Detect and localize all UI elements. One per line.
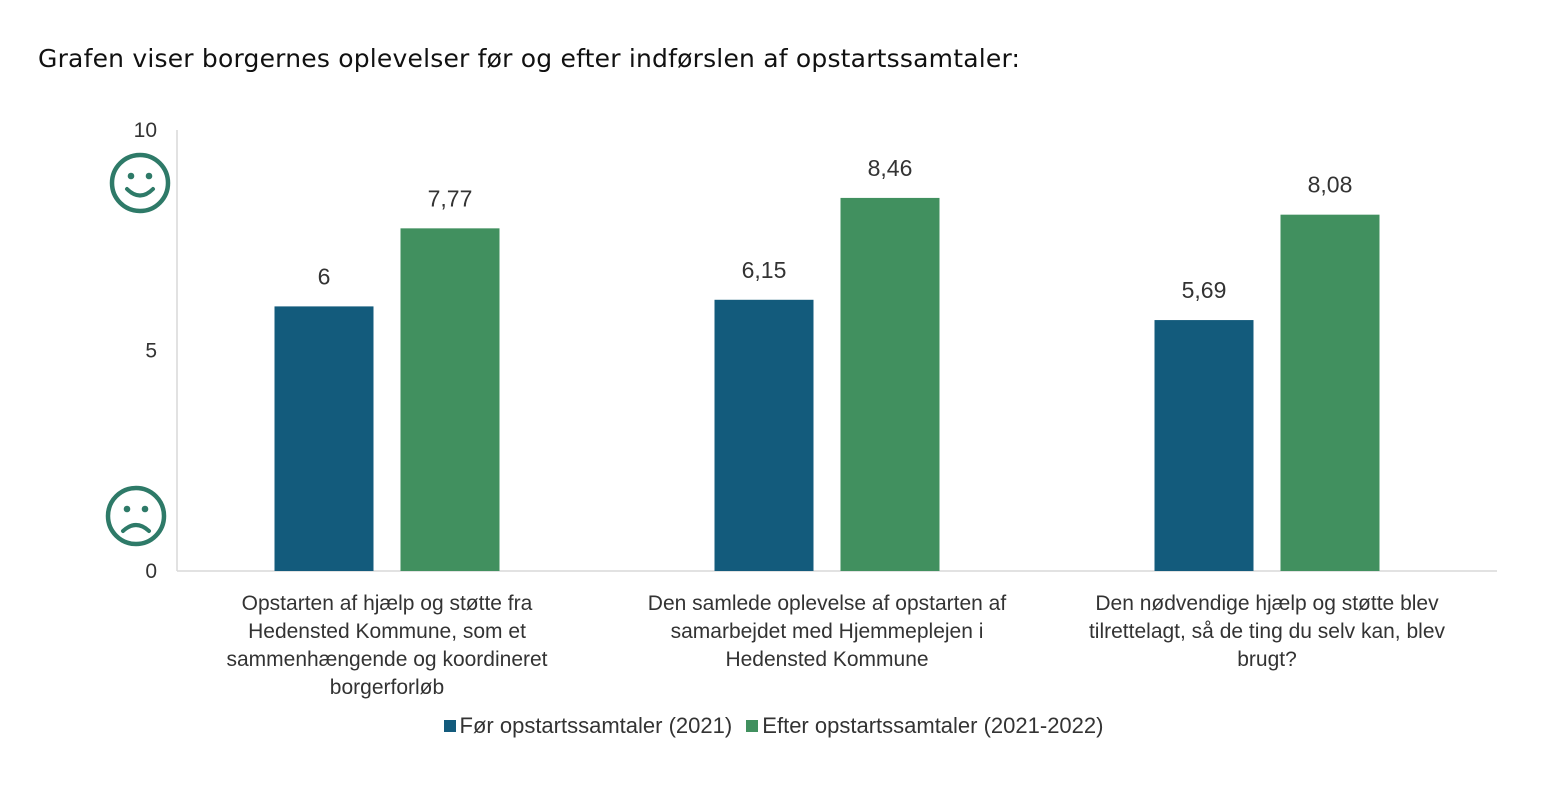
- data-label: 6: [318, 263, 331, 289]
- bar: [400, 228, 500, 571]
- legend: Før opstartssamtaler (2021) Efter opstar…: [0, 712, 1547, 739]
- category-label: Hedensted Kommune, som et: [248, 620, 526, 643]
- legend-item-after: Efter opstartssamtaler (2021-2022): [746, 713, 1103, 739]
- data-label: 6,15: [742, 257, 787, 283]
- legend-swatch-before: [443, 720, 456, 732]
- sad-face-icon: [105, 485, 167, 547]
- category-label: Opstarten af hjælp og støtte fra: [242, 592, 533, 615]
- y-tick-label: 0: [145, 560, 157, 583]
- data-label: 5,69: [1182, 277, 1227, 303]
- y-tick-label: 10: [134, 119, 157, 142]
- bar: [1154, 320, 1254, 571]
- category-label: samarbejdet med Hjemmeplejen i: [671, 620, 984, 643]
- category-label: borgerforløb: [330, 676, 444, 699]
- data-label: 7,77: [428, 185, 473, 211]
- category-label: Den nødvendige hjælp og støtte blev: [1095, 592, 1439, 615]
- legend-swatch-after: [746, 720, 759, 732]
- category-label: tilrettelagt, så de ting du selv kan, bl…: [1089, 620, 1446, 643]
- y-tick-label: 5: [145, 340, 157, 363]
- category-label: Den samlede oplevelse af opstarten af: [648, 592, 1007, 615]
- legend-label-before: Før opstartssamtaler (2021): [459, 713, 733, 738]
- bar: [840, 197, 940, 571]
- data-label: 8,08: [1308, 172, 1353, 198]
- category-label: brugt?: [1237, 648, 1297, 671]
- bar: [714, 299, 814, 571]
- bar: [274, 306, 374, 571]
- chart-title: Grafen viser borgernes oplevelser før og…: [38, 44, 1021, 73]
- legend-item-before: Før opstartssamtaler (2021): [443, 713, 733, 739]
- category-label: sammenhængende og koordineret: [226, 648, 547, 671]
- legend-label-after: Efter opstartssamtaler (2021-2022): [762, 713, 1104, 738]
- bar: [1280, 214, 1380, 571]
- data-label: 8,46: [868, 155, 913, 181]
- category-label: Hedensted Kommune: [725, 648, 928, 671]
- happy-face-icon: [109, 152, 171, 214]
